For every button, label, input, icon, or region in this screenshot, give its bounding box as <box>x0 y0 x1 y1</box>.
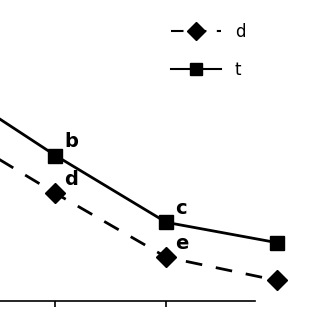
Text: b: b <box>64 132 78 151</box>
Legend: d, t: d, t <box>165 16 252 86</box>
Text: d: d <box>64 170 78 189</box>
Text: c: c <box>175 198 187 218</box>
Text: e: e <box>175 233 189 252</box>
